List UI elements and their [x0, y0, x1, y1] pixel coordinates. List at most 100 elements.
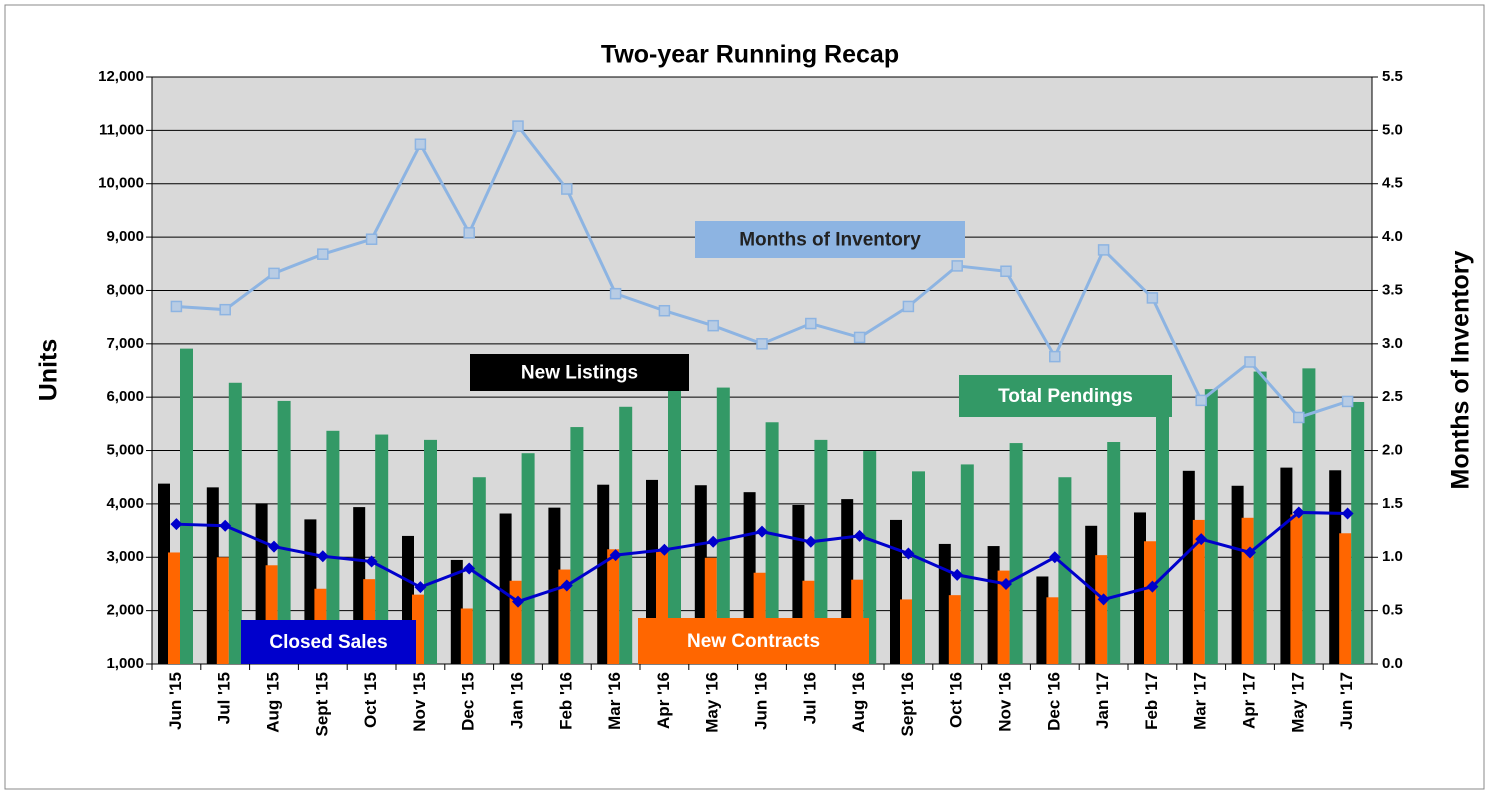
y-tick-label: 12,000 [98, 68, 144, 85]
y-tick-label: 6,000 [106, 388, 144, 405]
x-tick-label: Jun '16 [751, 672, 770, 730]
marker [317, 248, 329, 260]
bar [1036, 576, 1049, 664]
x-tick-label: Nov '15 [410, 672, 429, 732]
marker [902, 300, 915, 313]
bar [509, 580, 522, 664]
marker [1341, 507, 1354, 520]
bar [326, 430, 340, 664]
bar [450, 559, 463, 664]
y2-tick-label: 4.0 [1382, 228, 1403, 245]
x-tick-label: May '16 [703, 672, 722, 733]
marker [805, 317, 817, 330]
chart-title: Two-year Running Recap [601, 41, 899, 69]
y-tick-label: 2,000 [106, 602, 144, 619]
x-tick-label: Jan '17 [1093, 672, 1112, 729]
marker [1244, 546, 1256, 559]
x-tick-label: Oct '15 [361, 672, 380, 728]
x-tick-label: Feb '16 [556, 672, 575, 730]
y2-tick-label: 2.0 [1382, 442, 1403, 459]
bar [1339, 533, 1352, 664]
y-tick-label: 11,000 [99, 121, 144, 138]
bar [1192, 519, 1205, 664]
bar [1253, 371, 1267, 664]
marker [561, 183, 573, 195]
y-tick-label: 5,000 [106, 442, 144, 459]
y-tick-label: 9,000 [106, 228, 144, 245]
marker [414, 581, 427, 594]
legend-box [638, 618, 869, 664]
bar [548, 507, 561, 664]
bar [1085, 525, 1098, 664]
y-tick-label: 1,000 [106, 655, 144, 672]
marker [1293, 411, 1305, 424]
marker [463, 562, 476, 575]
bar [668, 389, 681, 664]
marker [365, 555, 378, 568]
bar [521, 453, 535, 664]
bar [460, 608, 473, 664]
bar [1182, 470, 1195, 664]
marker [1341, 395, 1354, 408]
bar [472, 477, 486, 664]
marker [268, 540, 280, 553]
y2-tick-label: 5.0 [1382, 121, 1403, 138]
legend-label: Closed Sales [269, 632, 387, 653]
x-tick-label: Aug '15 [263, 672, 282, 733]
x-tick-label: Apr '17 [1239, 672, 1258, 729]
marker [609, 549, 622, 562]
bar [863, 451, 877, 664]
y2-tick-label: 5.5 [1382, 68, 1403, 85]
x-tick-label: Sept '16 [898, 672, 917, 737]
bar [938, 543, 951, 664]
bar [1302, 368, 1316, 664]
marker [1292, 506, 1305, 519]
legend-box [695, 221, 965, 258]
legend-label: Months of Inventory [739, 230, 921, 251]
bar [987, 546, 1000, 664]
marker [804, 535, 817, 548]
y2-axis-label: Months of Inventory [1447, 250, 1475, 489]
bar [948, 595, 961, 664]
x-tick-label: Feb '17 [1142, 672, 1161, 730]
x-tick-label: Jul '16 [800, 672, 819, 724]
x-tick-label: Dec '16 [1044, 672, 1063, 731]
bar [607, 549, 620, 664]
y2-tick-label: 0.0 [1382, 655, 1403, 672]
bar [1280, 467, 1293, 664]
bar [1329, 470, 1342, 664]
marker [1000, 265, 1012, 277]
marker [1195, 533, 1208, 546]
x-tick-label: Jun '17 [1337, 672, 1356, 730]
bar [180, 348, 193, 664]
marker [853, 331, 866, 344]
y-tick-label: 8,000 [106, 281, 144, 298]
x-tick-label: Jul '15 [215, 672, 234, 724]
bar [1107, 442, 1121, 664]
x-tick-label: Sept '15 [312, 672, 331, 737]
legend-box [470, 354, 689, 391]
bar [912, 471, 925, 664]
marker [609, 287, 622, 300]
bar [228, 382, 242, 664]
marker [902, 547, 915, 560]
y2-tick-label: 0.5 [1382, 602, 1403, 619]
legend-label: New Listings [521, 363, 638, 384]
x-tick-label: Nov '16 [995, 672, 1014, 732]
y2-tick-label: 3.5 [1382, 281, 1403, 298]
bar [424, 439, 437, 664]
bar [168, 552, 180, 664]
marker [463, 227, 475, 239]
x-tick-label: Jan '16 [507, 672, 526, 729]
y-tick-label: 4,000 [106, 495, 144, 512]
bar [216, 557, 229, 664]
marker [658, 304, 671, 317]
marker [756, 338, 768, 350]
bar [1095, 555, 1108, 664]
marker [1000, 577, 1012, 590]
bar [1351, 401, 1365, 664]
bar [619, 406, 633, 664]
x-tick-label: Oct '16 [947, 672, 966, 728]
marker [170, 300, 183, 313]
y2-tick-label: 3.0 [1382, 335, 1403, 352]
